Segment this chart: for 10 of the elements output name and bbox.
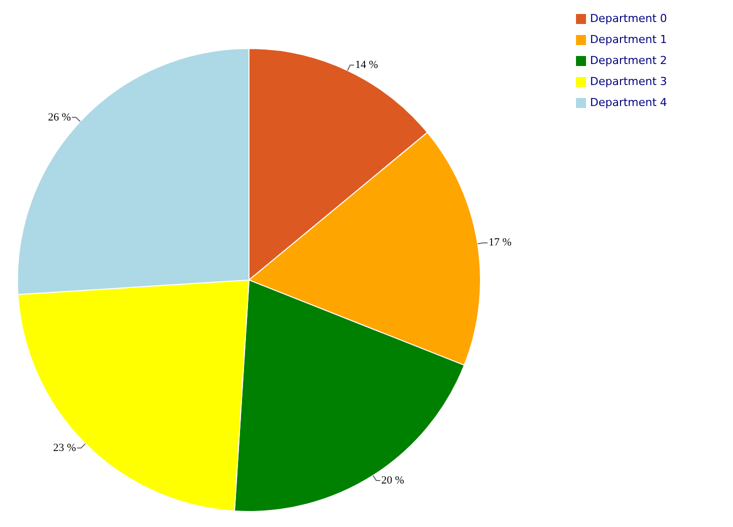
legend-label: Department 1 — [590, 33, 668, 46]
data-label: 14 % — [355, 58, 378, 71]
data-label: 23 % — [53, 442, 76, 454]
legend-label: Department 2 — [590, 54, 668, 67]
data-label: 17 % — [488, 236, 512, 249]
data-label: 20 % — [381, 474, 404, 486]
legend-label: Department 4 — [590, 96, 668, 109]
data-label: 26 % — [48, 111, 71, 124]
legend-label: Department 0 — [590, 12, 668, 25]
legend-label: Department 3 — [590, 75, 668, 88]
